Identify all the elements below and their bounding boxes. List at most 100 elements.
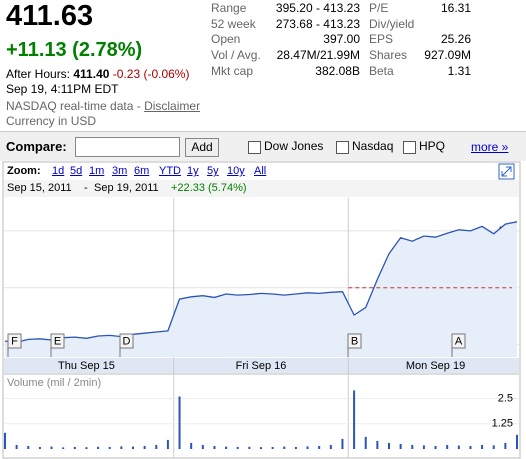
zoom-option[interactable]: 1y	[187, 165, 199, 177]
stat-label: Mkt cap	[211, 63, 254, 78]
volume-bar	[469, 445, 472, 449]
volume-bar	[411, 444, 414, 449]
volume-bar	[283, 446, 286, 449]
stat-label: Div/yield	[369, 16, 415, 31]
volume-bar	[318, 445, 321, 449]
compare-checkbox[interactable]	[403, 141, 416, 154]
stat-value: 397.00	[323, 32, 360, 47]
volume-bar	[388, 442, 390, 449]
volume-bar	[341, 438, 344, 449]
volume-bar	[248, 446, 251, 449]
compare-checkbox[interactable]	[248, 141, 261, 154]
compare-option: Nasdaq	[352, 139, 394, 153]
zoom-option[interactable]: 6m	[134, 165, 150, 177]
flag	[451, 333, 466, 349]
zoom-label: Zoom:	[7, 165, 41, 177]
zoom-option[interactable]: 1d	[52, 165, 65, 177]
compare-label: Compare:	[6, 139, 67, 154]
volume-bar	[38, 446, 41, 449]
stat-label: EPS	[369, 32, 394, 47]
stat-label: Open	[211, 32, 241, 47]
flag	[347, 333, 362, 349]
volume-bar	[27, 445, 30, 449]
stat-value: 1.31	[447, 63, 471, 78]
volume-label: Volume (mil / 2min)	[7, 377, 101, 389]
stat-value: 16.31	[440, 1, 471, 15]
after-hours: After Hours: 411.40 -0.23 (-0.06%)	[6, 67, 189, 81]
flag	[7, 333, 22, 349]
day-label: Fri Sep 16	[236, 360, 287, 372]
compare-input[interactable]	[75, 137, 180, 157]
flag	[50, 333, 65, 349]
price: 411.63	[6, 0, 94, 32]
volume-bar	[260, 447, 262, 449]
volume-bar	[294, 446, 297, 449]
volume-bar	[201, 444, 204, 449]
volume-bar	[213, 445, 216, 449]
stat-value: 927.09M	[424, 48, 471, 63]
price-change: +11.13 (2.78%)	[6, 39, 143, 61]
volume-tick-label: 2.5	[498, 392, 513, 404]
volume-bar	[481, 444, 484, 449]
volume-bar	[236, 446, 239, 449]
zoom-option[interactable]: 3m	[112, 165, 128, 177]
volume-bar	[15, 444, 18, 449]
volume-bar	[446, 444, 449, 449]
zoom-option[interactable]: YTD	[159, 165, 181, 177]
flag-label: B	[351, 335, 358, 347]
compare-option: Dow Jones	[264, 139, 324, 153]
volume-bar	[97, 446, 100, 449]
flag-label: E	[54, 335, 61, 347]
stat-label: Range	[211, 1, 247, 15]
range-separator: -	[84, 182, 88, 194]
volume-bar	[155, 444, 158, 449]
volume-bar	[73, 446, 76, 449]
zoom-option[interactable]: 1m	[89, 165, 105, 177]
stat-label: P/E	[369, 1, 389, 15]
price-line	[4, 221, 518, 343]
add-button[interactable]: Add	[185, 138, 219, 157]
volume-bar	[225, 446, 228, 449]
volume-bar	[353, 390, 356, 449]
volume-bar	[399, 443, 402, 449]
volume-bar	[4, 432, 6, 449]
volume-bar	[492, 445, 495, 449]
volume-bar	[434, 445, 437, 449]
disclaimer-link[interactable]: Disclaimer	[144, 99, 201, 113]
volume-bar	[306, 446, 309, 449]
stat-value: 382.08B	[315, 63, 360, 78]
stat-value: 25.26	[440, 32, 471, 47]
stat-label: Beta	[369, 63, 394, 78]
volume-bar	[143, 445, 146, 449]
currency: Currency in USD	[6, 114, 97, 128]
zoom-option[interactable]: 5y	[207, 165, 219, 177]
volume-bar	[132, 446, 134, 449]
range-bar	[4, 180, 519, 197]
volume-bar	[516, 434, 518, 449]
quote-time: Sep 19, 4:11PM EDT	[6, 82, 119, 96]
more-link[interactable]: more »	[471, 140, 509, 154]
day-label: Mon Sep 19	[406, 360, 465, 372]
volume-bar	[166, 439, 169, 449]
flag-label: F	[11, 335, 18, 347]
volume-bar	[329, 444, 332, 449]
volume-bar	[178, 396, 181, 449]
stat-label: Shares	[369, 48, 408, 63]
volume-bar	[364, 436, 367, 449]
zoom-option[interactable]: All	[254, 165, 267, 177]
zoom-option[interactable]: 10y	[227, 165, 245, 177]
flag	[119, 333, 134, 349]
volume-bar	[271, 446, 274, 449]
price-area	[5, 221, 517, 357]
day-label: Thu Sep 15	[58, 360, 115, 372]
range-start: Sep 15, 2011	[7, 182, 72, 194]
compare-option: HPQ	[419, 139, 446, 153]
zoom-option[interactable]: 5d	[70, 165, 83, 177]
volume-tick-label: 1.25	[492, 418, 513, 430]
stat-value: 28.47M/21.99M	[276, 48, 360, 63]
volume-bar	[422, 445, 425, 449]
compare-checkbox[interactable]	[336, 141, 349, 154]
day-band	[4, 358, 519, 373]
